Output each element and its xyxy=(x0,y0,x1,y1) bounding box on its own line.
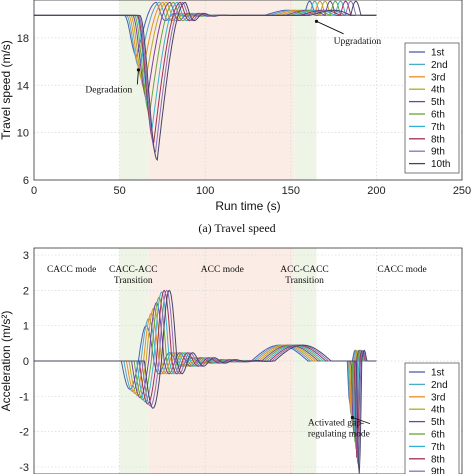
travel-speed-chart: 6 10 14 18 0 50 100 150 200 250 Travel speed (m/s)… xyxy=(0,0,471,213)
annotation-arrow-2 xyxy=(316,20,344,35)
series-line-10th xyxy=(34,0,377,161)
annotation-arrow-1 xyxy=(136,69,139,85)
x-tick-label: 0 xyxy=(31,185,37,197)
y-tick-label: 6 xyxy=(23,175,29,187)
y-tick-label: 1 xyxy=(23,321,29,333)
y-tick-label: -3 xyxy=(19,462,29,474)
legend-entry-1st: 1st xyxy=(431,368,445,379)
legend-box xyxy=(404,362,460,474)
x-axis-label: Run time (s) xyxy=(215,199,280,213)
legend-entry-4th: 4th xyxy=(431,405,445,416)
y-tick-label: 14 xyxy=(17,80,29,92)
mode-label-5: CACC mode xyxy=(377,265,426,275)
legend-entry-2nd: 2nd xyxy=(431,380,448,391)
x-tick-label: 100 xyxy=(196,185,214,197)
y-tick-label: 10 xyxy=(17,128,29,140)
annotation-arrow-gap-head xyxy=(350,415,355,420)
mode-label-2-line2: Transition xyxy=(114,276,153,286)
legend-entry-9th: 9th xyxy=(431,147,445,158)
y-tick-label: 3 xyxy=(23,250,29,262)
y-axis-label: Travel speed (m/s) xyxy=(0,40,13,140)
legend-entry-6th: 6th xyxy=(431,430,445,441)
plot-frame xyxy=(33,247,463,474)
mode-label-4: ACC-CACC xyxy=(280,265,329,275)
annotation-arrow-head-2 xyxy=(314,19,319,23)
legend-entry-7th: 7th xyxy=(431,122,445,133)
series-line-10th xyxy=(34,289,377,474)
legend-entry-5th: 5th xyxy=(431,97,445,108)
y-tick-label: -2 xyxy=(19,427,29,439)
annotation-gap-regulating: Activated gap- xyxy=(308,419,364,429)
x-tick-label: 150 xyxy=(282,185,300,197)
legend-entry-3rd: 3rd xyxy=(431,392,445,403)
annotation-1: Degradation xyxy=(85,85,132,95)
legend-entry-1st: 1st xyxy=(431,48,445,59)
mode-label-1: CACC mode xyxy=(47,265,96,275)
plot-frame xyxy=(33,0,463,181)
y-tick-label: 0 xyxy=(23,356,29,368)
legend-entry-8th: 8th xyxy=(431,134,445,145)
x-tick-label: 50 xyxy=(113,185,125,197)
mode-label-3: ACC mode xyxy=(201,265,244,275)
caption-travel-speed: (a) Travel speed xyxy=(198,221,275,235)
legend-entry-6th: 6th xyxy=(431,110,445,121)
legend-entry-2nd: 2nd xyxy=(431,60,448,71)
shaded-region-2 xyxy=(148,0,295,180)
legend-entry-3rd: 3rd xyxy=(431,72,445,83)
y-tick-label: -1 xyxy=(19,391,29,403)
legend-entry-7th: 7th xyxy=(431,442,445,453)
y-axis-label: Acceleration (m/s²) xyxy=(0,311,13,412)
x-tick-label: 200 xyxy=(367,185,385,197)
legend-entry-10th: 10th xyxy=(431,159,450,170)
shaded-region-3 xyxy=(294,248,317,474)
shaded-region-3 xyxy=(294,0,317,180)
annotation-gap-regulating-line2: regulating mode xyxy=(308,430,370,440)
legend-entry-4th: 4th xyxy=(431,85,445,96)
annotation-arrow-head-1 xyxy=(136,68,141,72)
legend-entry-8th: 8th xyxy=(431,454,445,465)
legend-entry-5th: 5th xyxy=(431,417,445,428)
legend-entry-9th: 9th xyxy=(431,467,445,474)
y-tick-label: 2 xyxy=(23,285,29,297)
annotation-2: Upgradation xyxy=(334,37,382,47)
mode-label-2: CACC-ACC xyxy=(109,265,158,275)
y-tick-label: 18 xyxy=(17,33,29,45)
mode-label-4-line2: Transition xyxy=(285,276,324,286)
annotation-arrow-gap xyxy=(352,417,371,425)
x-tick-label: 250 xyxy=(453,185,471,197)
